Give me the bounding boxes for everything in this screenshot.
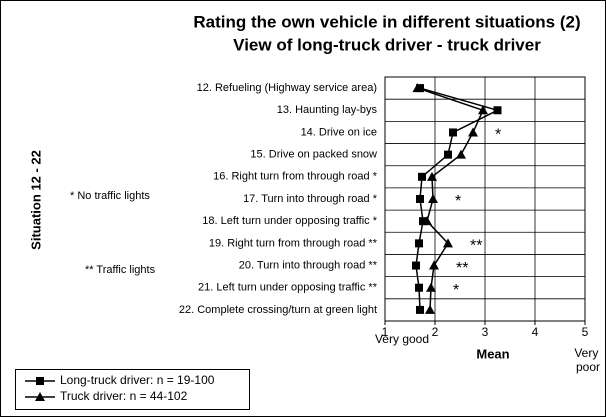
x-tick-label: 3 — [482, 325, 489, 339]
x-tick-label: 1 — [382, 325, 389, 339]
marker — [419, 217, 427, 226]
marker — [429, 260, 439, 270]
x-label-right: Very poor — [574, 346, 601, 374]
marker — [418, 172, 426, 181]
significance-label: * — [453, 282, 459, 299]
y-tick-label: 17. Turn into through road * — [243, 193, 378, 205]
marker — [415, 239, 423, 248]
marker — [422, 216, 432, 226]
marker — [427, 171, 437, 181]
legend-box — [15, 369, 250, 410]
note: ** Traffic lights — [85, 264, 156, 276]
note: * No traffic lights — [70, 190, 150, 202]
legend-label: Long-truck driver: n = 19-100 — [60, 373, 215, 387]
y-axis-title: Situation 12 - 22 — [28, 150, 43, 250]
marker — [416, 305, 424, 314]
significance-label: * — [495, 127, 501, 144]
chart-title: Rating the own vehicle in different situ… — [193, 12, 580, 31]
marker — [416, 195, 424, 203]
marker — [444, 150, 452, 159]
marker — [425, 304, 435, 314]
y-tick-label: 18. Left turn under opposing traffic * — [202, 215, 377, 227]
marker — [35, 392, 45, 401]
marker — [478, 105, 488, 115]
marker — [456, 149, 466, 159]
y-tick-label: 19. Right turn from through road ** — [209, 237, 378, 249]
marker — [443, 238, 453, 248]
significance-label: ** — [470, 238, 482, 255]
y-tick-label: 13. Haunting lay-bys — [277, 104, 378, 116]
marker — [415, 283, 423, 292]
x-label-left: Very good — [375, 332, 429, 346]
marker — [412, 83, 423, 93]
marker — [493, 106, 502, 115]
legend-label: Truck driver: n = 44-102 — [60, 389, 188, 403]
x-axis-title: Mean — [476, 346, 509, 361]
marker — [468, 127, 478, 137]
marker — [449, 128, 457, 137]
y-tick-label: 12. Refueling (Highway service area) — [197, 82, 377, 94]
y-tick-label: 20. Turn into through road ** — [239, 259, 378, 271]
marker — [428, 194, 438, 203]
x-tick-label: 4 — [532, 325, 539, 339]
y-tick-label: 15. Drive on packed snow — [250, 149, 377, 161]
significance-label: * — [455, 193, 461, 210]
x-tick-label: 5 — [582, 325, 589, 339]
y-tick-label: 16. Right turn from through road * — [213, 171, 378, 183]
marker — [36, 377, 44, 385]
significance-label: ** — [456, 260, 468, 277]
chart-subtitle: View of long-truck driver - truck driver — [233, 35, 541, 54]
y-tick-label: 21. Left turn under opposing traffic ** — [198, 282, 378, 294]
y-tick-label: 22. Complete crossing/turn at green ligh… — [179, 304, 377, 316]
marker — [426, 282, 436, 292]
y-tick-label: 14. Drive on ice — [301, 126, 377, 138]
x-tick-label: 2 — [432, 325, 439, 339]
marker — [412, 261, 420, 270]
